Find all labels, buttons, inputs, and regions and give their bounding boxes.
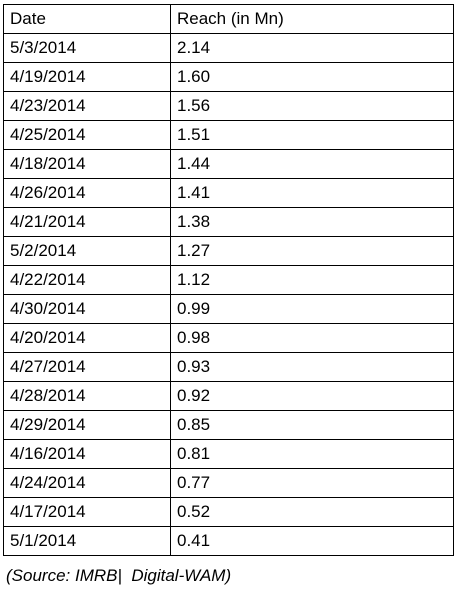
reach-cell: 0.77 [170, 468, 454, 498]
reach-cell: 1.51 [170, 120, 454, 150]
date-cell: 4/25/2014 [3, 120, 171, 150]
date-cell: 4/27/2014 [3, 352, 171, 382]
date-cell: 5/1/2014 [3, 526, 171, 556]
table-row: 5/3/2014 2.14 [3, 33, 454, 63]
table-row: 4/28/2014 0.92 [3, 381, 454, 411]
reach-cell: 0.85 [170, 410, 454, 440]
table-header-row: Date Reach (in Mn) [3, 4, 454, 34]
date-cell: 4/24/2014 [3, 468, 171, 498]
reach-cell: 1.38 [170, 207, 454, 237]
reach-cell: 0.93 [170, 352, 454, 382]
reach-cell: 2.14 [170, 33, 454, 63]
date-cell: 5/3/2014 [3, 33, 171, 63]
date-cell: 4/29/2014 [3, 410, 171, 440]
table-row: 4/19/2014 1.60 [3, 62, 454, 92]
date-cell: 4/19/2014 [3, 62, 171, 92]
table-row: 4/27/2014 0.93 [3, 352, 454, 382]
date-cell: 4/18/2014 [3, 149, 171, 179]
table-row: 4/20/2014 0.98 [3, 323, 454, 353]
reach-cell: 0.81 [170, 439, 454, 469]
date-cell: 4/23/2014 [3, 91, 171, 121]
table-row: 4/30/2014 0.99 [3, 294, 454, 324]
date-cell: 4/21/2014 [3, 207, 171, 237]
reach-cell: 1.27 [170, 236, 454, 266]
source-note: (Source: IMRB| Digital-WAM) [6, 566, 232, 585]
table-row: 4/25/2014 1.51 [3, 120, 454, 150]
reach-cell: 1.12 [170, 265, 454, 295]
reach-cell: 1.41 [170, 178, 454, 208]
table-row: 4/26/2014 1.41 [3, 178, 454, 208]
column-header-reach: Reach (in Mn) [170, 4, 454, 34]
date-cell: 4/20/2014 [3, 323, 171, 353]
date-cell: 4/26/2014 [3, 178, 171, 208]
table-row: 4/23/2014 1.56 [3, 91, 454, 121]
table-row: 4/29/2014 0.85 [3, 410, 454, 440]
reach-cell: 0.98 [170, 323, 454, 353]
table-row: 5/2/2014 1.27 [3, 236, 454, 266]
table-row: 4/22/2014 1.12 [3, 265, 454, 295]
reach-table: Date Reach (in Mn) 5/3/2014 2.14 4/19/201… [3, 4, 454, 556]
table-row: 4/18/2014 1.44 [3, 149, 454, 179]
date-cell: 5/2/2014 [3, 236, 171, 266]
reach-cell: 0.52 [170, 497, 454, 527]
reach-cell: 0.92 [170, 381, 454, 411]
table-row: 4/16/2014 0.81 [3, 439, 454, 469]
table-row: 5/1/2014 0.41 [3, 526, 454, 556]
date-cell: 4/28/2014 [3, 381, 171, 411]
date-cell: 4/22/2014 [3, 265, 171, 295]
date-cell: 4/30/2014 [3, 294, 171, 324]
table-row: 4/17/2014 0.52 [3, 497, 454, 527]
table-row: 4/24/2014 0.77 [3, 468, 454, 498]
date-cell: 4/16/2014 [3, 439, 171, 469]
table-body: 5/3/2014 2.14 4/19/2014 1.60 4/23/2014 1.56… [3, 33, 454, 556]
reach-cell: 0.99 [170, 294, 454, 324]
column-header-date: Date [3, 4, 171, 34]
table-row: 4/21/2014 1.38 [3, 207, 454, 237]
reach-cell: 1.56 [170, 91, 454, 121]
reach-cell: 1.60 [170, 62, 454, 92]
reach-cell: 0.41 [170, 526, 454, 556]
date-cell: 4/17/2014 [3, 497, 171, 527]
reach-cell: 1.44 [170, 149, 454, 179]
